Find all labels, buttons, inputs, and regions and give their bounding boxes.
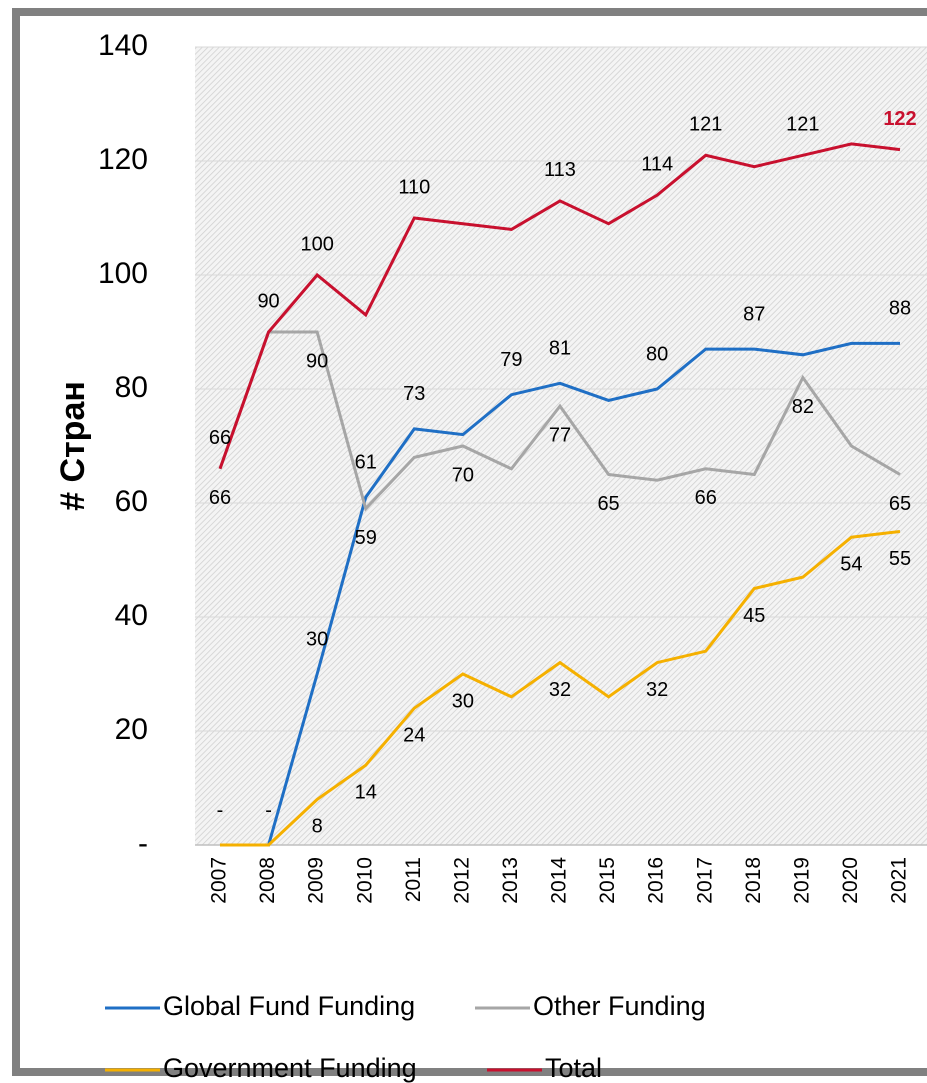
data-label: 81 [549,338,571,360]
data-label: 79 [500,349,522,371]
data-label: - [217,799,224,821]
series-line [218,142,901,470]
data-label: 121 [786,114,819,136]
data-label: 66 [695,487,717,509]
x-tick-label: 2013 [499,857,522,904]
data-label: 82 [792,396,814,418]
data-label: - [265,799,272,821]
data-label: 59 [355,527,377,549]
y-tick-label: 80 [115,371,148,404]
data-label: 30 [306,628,328,650]
y-tick-label: 140 [98,29,148,62]
data-label: 90 [306,350,328,372]
x-tick-label: 2012 [450,857,473,904]
data-label: 73 [403,383,425,405]
data-label: 114 [641,153,673,175]
data-label: 30 [452,690,474,712]
data-label: 55 [889,548,911,570]
data-label: 24 [403,724,425,746]
data-label: 32 [549,679,571,701]
data-label: 113 [544,159,576,181]
x-tick-label: 2011 [402,857,425,902]
data-label: 8 [312,816,323,838]
x-tick-label: 2007 [208,857,231,904]
data-label: 66 [209,427,231,449]
data-label: 65 [597,493,619,515]
data-label: 45 [743,605,765,627]
y-tick-label: 20 [115,713,148,746]
data-label: 121 [689,114,722,136]
series-line [218,330,901,512]
plot-area [195,47,927,845]
y-tick-label: 40 [115,599,148,632]
legend-label: Total [545,1053,602,1083]
legend-label: Global Fund Funding [163,991,415,1021]
legend-label: Other Funding [533,991,706,1021]
data-label: 110 [398,176,430,198]
data-label: 66 [209,487,231,509]
x-tick-label: 2020 [839,857,862,904]
x-tick-label: 2016 [645,857,668,904]
data-label: 32 [646,679,668,701]
x-tick-label: 2010 [353,857,376,904]
y-axis-label: # Стран [54,381,92,511]
data-label: 61 [355,452,377,474]
x-tick-label: 2014 [548,857,571,904]
data-label: 87 [743,303,765,325]
x-tick-label: 2018 [742,857,765,904]
series-line [220,341,900,847]
data-label: 70 [452,464,474,486]
series-line [220,530,901,847]
data-label: 65 [889,493,911,515]
x-tick-label: 2008 [256,857,279,904]
x-tick-label: 2009 [305,857,328,904]
data-label: 100 [300,233,333,255]
frame [12,8,927,1076]
x-tick-label: 2021 [888,857,911,904]
y-tick-label: 100 [98,257,148,290]
x-tick-label: 2017 [693,857,716,904]
x-tick-label: 2015 [596,857,619,904]
y-tick-label: 60 [115,485,148,518]
data-label: 77 [549,424,571,446]
legend-label: Government Funding [163,1053,417,1083]
data-label: 54 [840,553,862,575]
data-label: 90 [257,290,279,312]
x-tick-label: 2019 [790,857,813,904]
y-tick-label: 120 [98,143,148,176]
y-tick-label: - [138,827,148,860]
data-label: 80 [646,343,668,365]
data-label: 14 [355,781,377,803]
data-label: 88 [889,298,911,320]
data-label: 122 [883,108,916,130]
